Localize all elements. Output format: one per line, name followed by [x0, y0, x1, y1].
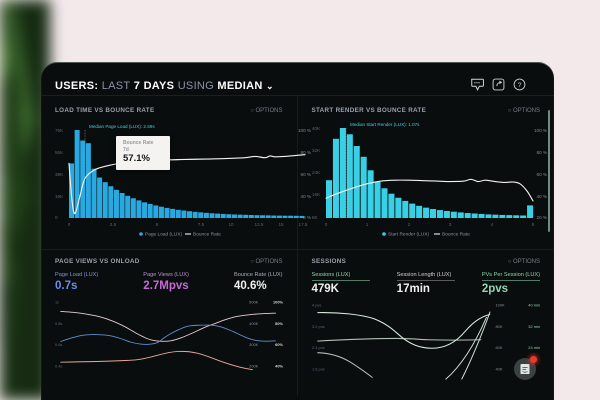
svg-text:200K: 200K: [249, 364, 259, 369]
svg-text:7.5: 7.5: [198, 222, 205, 227]
svg-text:Median Start Render (LUX): 1.0: Median Start Render (LUX): 1.07s: [350, 122, 420, 127]
svg-text:0: 0: [324, 222, 327, 227]
svg-text:Bounce Rate: Bounce Rate: [193, 232, 221, 238]
svg-text:Bounce Rate: Bounce Rate: [442, 232, 470, 238]
svg-text:40 %: 40 %: [536, 194, 546, 199]
svg-text:40%: 40%: [275, 364, 283, 369]
svg-text:100%: 100%: [273, 299, 284, 304]
svg-text:0.6s: 0.6s: [55, 342, 62, 347]
svg-text:300K: 300K: [249, 342, 259, 347]
svg-text:4: 4: [490, 222, 493, 227]
svg-text:1: 1: [365, 222, 368, 227]
svg-text:1s: 1s: [55, 299, 59, 304]
svg-text:80 %: 80 %: [536, 150, 546, 155]
svg-text:19K: 19K: [55, 194, 64, 199]
svg-text:40 min: 40 min: [528, 302, 540, 307]
svg-text:2.5: 2.5: [110, 222, 117, 227]
svg-text:8K: 8K: [312, 215, 319, 220]
svg-text:0: 0: [68, 222, 71, 227]
svg-text:100K: 100K: [495, 302, 505, 307]
svg-text:5: 5: [531, 222, 534, 227]
svg-text:60 %: 60 %: [536, 172, 546, 177]
svg-text:10: 10: [228, 222, 234, 227]
svg-text:3: 3: [448, 222, 451, 227]
svg-text:24 min: 24 min: [528, 345, 540, 350]
svg-text:5: 5: [156, 222, 159, 227]
svg-text:400K: 400K: [249, 321, 259, 326]
svg-text:Start Render (LUX): Start Render (LUX): [388, 232, 429, 238]
svg-text:40K: 40K: [312, 126, 321, 131]
svg-text:16K: 16K: [312, 192, 321, 197]
svg-text:60%: 60%: [275, 342, 283, 347]
svg-text:2.4 pvs: 2.4 pvs: [312, 345, 325, 350]
svg-text:Page Load (LUX): Page Load (LUX): [145, 232, 182, 238]
svg-text:20 %: 20 %: [536, 215, 546, 220]
svg-text:0.4s: 0.4s: [55, 364, 62, 369]
svg-text:56K: 56K: [55, 150, 64, 155]
svg-text:15: 15: [278, 222, 284, 227]
svg-text:2: 2: [407, 222, 410, 227]
svg-text:3.2 pvs: 3.2 pvs: [312, 324, 325, 329]
svg-text:100 %: 100 %: [533, 128, 546, 133]
svg-text:32 min: 32 min: [528, 324, 540, 329]
svg-text:12.5: 12.5: [255, 222, 264, 227]
svg-text:32K: 32K: [312, 148, 321, 153]
svg-text:40K: 40K: [495, 367, 502, 372]
svg-text:24K: 24K: [312, 170, 321, 175]
svg-text:4 pvs: 4 pvs: [312, 302, 321, 307]
svg-text:Median Page Load (LUX): 2.69s: Median Page Load (LUX): 2.69s: [89, 124, 155, 129]
svg-text:0: 0: [55, 215, 58, 220]
svg-text:60K: 60K: [495, 345, 502, 350]
svg-text:1.6 pvs: 1.6 pvs: [312, 367, 325, 372]
svg-text:500K: 500K: [249, 299, 259, 304]
svg-text:75K: 75K: [55, 128, 64, 133]
svg-text:80%: 80%: [275, 321, 283, 326]
svg-text:?: ?: [518, 82, 522, 89]
svg-text:38K: 38K: [55, 172, 64, 177]
svg-text:0.8s: 0.8s: [55, 321, 62, 326]
svg-text:80K: 80K: [495, 324, 502, 329]
